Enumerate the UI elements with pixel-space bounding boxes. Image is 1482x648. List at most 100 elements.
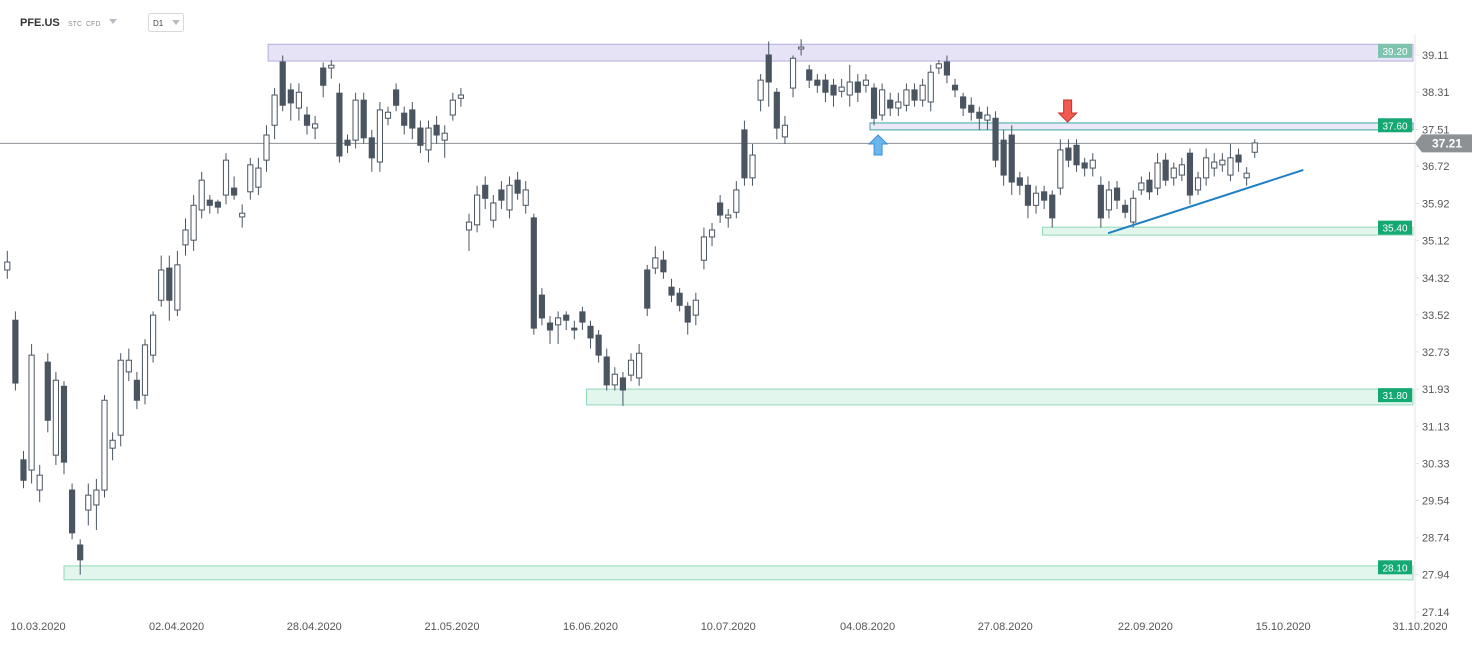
candle-body bbox=[1081, 162, 1088, 169]
y-tick-label: 32.73 bbox=[1422, 347, 1450, 359]
candle-body bbox=[571, 327, 578, 331]
candle-body bbox=[789, 57, 797, 89]
candle-body bbox=[214, 201, 221, 208]
candle-body bbox=[846, 81, 853, 96]
candle-body bbox=[1089, 159, 1096, 169]
candle-body bbox=[12, 319, 19, 384]
candle-body bbox=[69, 489, 76, 534]
candle-body bbox=[984, 114, 991, 121]
candle-body bbox=[717, 202, 724, 216]
candle-body bbox=[1251, 142, 1258, 153]
candle-body bbox=[1105, 189, 1113, 211]
candle-body bbox=[239, 212, 246, 218]
candle-body bbox=[951, 84, 959, 91]
symbol[interactable]: PFE.US bbox=[20, 17, 60, 29]
zone-label: 35.40 bbox=[1382, 224, 1407, 235]
candle-body bbox=[1130, 197, 1137, 223]
trendline bbox=[1107, 168, 1304, 235]
candle-body bbox=[166, 267, 173, 301]
candle-body bbox=[903, 89, 910, 106]
candle-body bbox=[150, 314, 157, 356]
candle-body bbox=[255, 167, 262, 188]
candle-body bbox=[960, 96, 967, 109]
y-tick-label: 31.93 bbox=[1422, 384, 1450, 396]
candle-body bbox=[52, 379, 59, 456]
candle-body bbox=[409, 109, 416, 129]
candle-body bbox=[611, 373, 618, 386]
candle-body bbox=[1194, 177, 1202, 191]
y-tick-label: 31.13 bbox=[1422, 421, 1450, 433]
candle-body bbox=[417, 127, 424, 146]
x-tick-label: 10.07.2020 bbox=[701, 621, 756, 633]
last-price-label: 37.21 bbox=[1432, 136, 1462, 150]
candle-body bbox=[1138, 182, 1145, 191]
candle-body bbox=[465, 221, 473, 231]
candle-body bbox=[1178, 164, 1185, 176]
candle-body bbox=[368, 137, 375, 159]
candle-body bbox=[1219, 159, 1226, 166]
zone bbox=[585, 388, 1414, 406]
candle-body bbox=[992, 117, 999, 161]
candle-body bbox=[1203, 157, 1210, 179]
candle-body bbox=[271, 94, 278, 126]
x-tick-label: 04.08.2020 bbox=[840, 621, 895, 633]
candle-body bbox=[781, 124, 789, 138]
candle-body bbox=[279, 61, 286, 106]
candle-body bbox=[765, 54, 772, 83]
y-tick-label: 27.14 bbox=[1422, 607, 1450, 619]
candle-body bbox=[336, 92, 343, 157]
candle-body bbox=[887, 99, 894, 109]
candle-body bbox=[1235, 154, 1242, 163]
candle-body bbox=[563, 314, 570, 321]
candle-body bbox=[854, 81, 861, 93]
x-tick-label: 22.09.2020 bbox=[1118, 621, 1173, 633]
zone bbox=[869, 122, 1414, 131]
candle-body bbox=[692, 299, 699, 316]
candle-body bbox=[231, 187, 238, 196]
candle-body bbox=[1211, 161, 1218, 169]
interval[interactable]: D1 bbox=[153, 19, 164, 28]
candle-body bbox=[733, 189, 740, 213]
candle-body bbox=[806, 69, 813, 81]
candle-body bbox=[660, 259, 667, 273]
candle-body bbox=[312, 123, 319, 129]
zone-label-box bbox=[1378, 560, 1412, 575]
candle-body bbox=[44, 361, 51, 421]
candle-body bbox=[449, 99, 456, 116]
candle-body bbox=[133, 379, 140, 401]
candle-body bbox=[1170, 167, 1177, 179]
candle-body bbox=[1227, 157, 1234, 176]
candle-body bbox=[20, 459, 27, 481]
x-tick-label: 15.10.2020 bbox=[1256, 621, 1311, 633]
candle-body bbox=[862, 79, 870, 86]
y-tick-label: 27.94 bbox=[1422, 570, 1450, 582]
signal-arrow bbox=[1057, 99, 1078, 123]
candle-body bbox=[943, 61, 951, 76]
candle-body bbox=[546, 322, 554, 331]
candle-body bbox=[222, 159, 230, 196]
interval-box[interactable] bbox=[148, 13, 184, 32]
candle-body bbox=[360, 99, 367, 139]
candle-body bbox=[1113, 187, 1121, 201]
dropdown-arrow[interactable] bbox=[109, 19, 117, 24]
zone bbox=[1042, 226, 1414, 236]
zone bbox=[63, 565, 1414, 581]
candle-body bbox=[603, 356, 610, 386]
candle-body bbox=[579, 311, 586, 323]
candle-body bbox=[344, 139, 351, 146]
candle-body bbox=[498, 189, 505, 201]
x-tick-label: 16.06.2020 bbox=[563, 621, 618, 633]
candle-body bbox=[206, 199, 213, 206]
candle-body bbox=[522, 189, 529, 206]
candle-body bbox=[1057, 149, 1064, 189]
candle-body bbox=[514, 179, 521, 194]
y-tick-label: 28.74 bbox=[1422, 533, 1450, 545]
dropdown-arrow[interactable] bbox=[172, 20, 180, 25]
candle-body bbox=[1016, 177, 1023, 186]
candle-body bbox=[1243, 172, 1250, 179]
candle-body bbox=[1008, 134, 1015, 183]
candle-body bbox=[352, 99, 359, 141]
x-tick-label: 31.10.2020 bbox=[1392, 621, 1447, 633]
candle-body bbox=[320, 67, 327, 86]
candle-body bbox=[101, 399, 108, 491]
